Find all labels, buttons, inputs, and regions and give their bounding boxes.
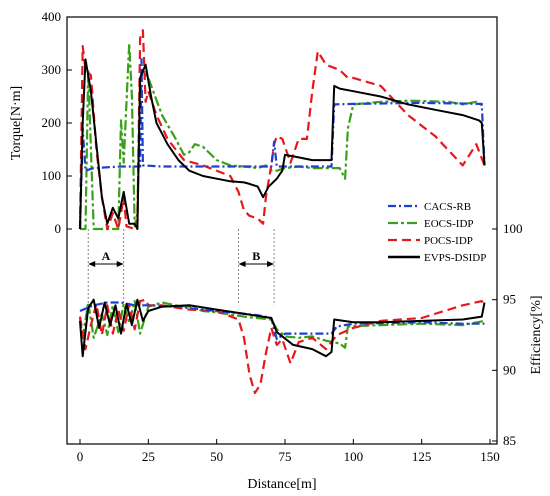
series-torque-line <box>78 29 486 231</box>
torque-axis: 0 100 200 300 400 <box>42 9 72 236</box>
x-tick-label: 50 <box>210 449 223 464</box>
legend: CACS-RB EOCS-IDP POCS-IDP EVPS-DSIDP <box>388 201 486 264</box>
zone-label: B <box>252 249 260 263</box>
zone-arrowhead-left <box>88 261 96 267</box>
x-axis: 0 25 50 75 100 125 150 <box>77 439 500 464</box>
legend-label: CACS-RB <box>424 201 471 213</box>
legend-label: EVPS-DSIDP <box>424 252 486 264</box>
efficiency-tick-label: 90 <box>503 362 516 377</box>
legend-label: POCS-IDP <box>424 235 473 247</box>
zone-arrowhead-right <box>116 261 124 267</box>
series-torque-line <box>79 58 486 230</box>
x-axis-label: Distance[m] <box>247 477 316 492</box>
series-efficiency-line <box>78 298 486 394</box>
zone-arrowhead-right <box>267 261 275 267</box>
plot-frame <box>66 16 498 445</box>
zone-label: A <box>102 249 111 263</box>
torque-axis-label: Torque[N·m] <box>9 86 24 160</box>
efficiency-axis-label: Efficiency[%] <box>529 295 544 374</box>
efficiency-tick-label: 100 <box>503 221 523 236</box>
x-tick-label: 150 <box>480 449 500 464</box>
efficiency-tick-label: 85 <box>503 433 516 448</box>
torque-tick-label: 100 <box>42 168 62 183</box>
efficiency-axis: 85 90 95 100 <box>492 221 523 448</box>
efficiency-tick-label: 95 <box>503 292 516 307</box>
x-tick-label: 0 <box>77 449 84 464</box>
zone-guides <box>87 229 275 306</box>
torque-tick-label: 0 <box>55 221 62 236</box>
torque-tick-label: 200 <box>42 115 62 130</box>
x-tick-label: 75 <box>279 449 292 464</box>
torque-tick-label: 300 <box>42 62 62 77</box>
x-tick-label: 25 <box>142 449 155 464</box>
legend-label: EOCS-IDP <box>424 218 474 230</box>
torque-tick-label: 400 <box>42 9 62 24</box>
x-tick-label: 125 <box>412 449 432 464</box>
series-efficiency-line <box>79 298 486 358</box>
series-torque-line <box>80 42 486 231</box>
plot-border <box>66 16 498 445</box>
x-tick-label: 100 <box>344 449 364 464</box>
zone-arrowhead-left <box>238 261 246 267</box>
series-layer <box>78 29 486 394</box>
series-efficiency-line <box>78 300 485 349</box>
